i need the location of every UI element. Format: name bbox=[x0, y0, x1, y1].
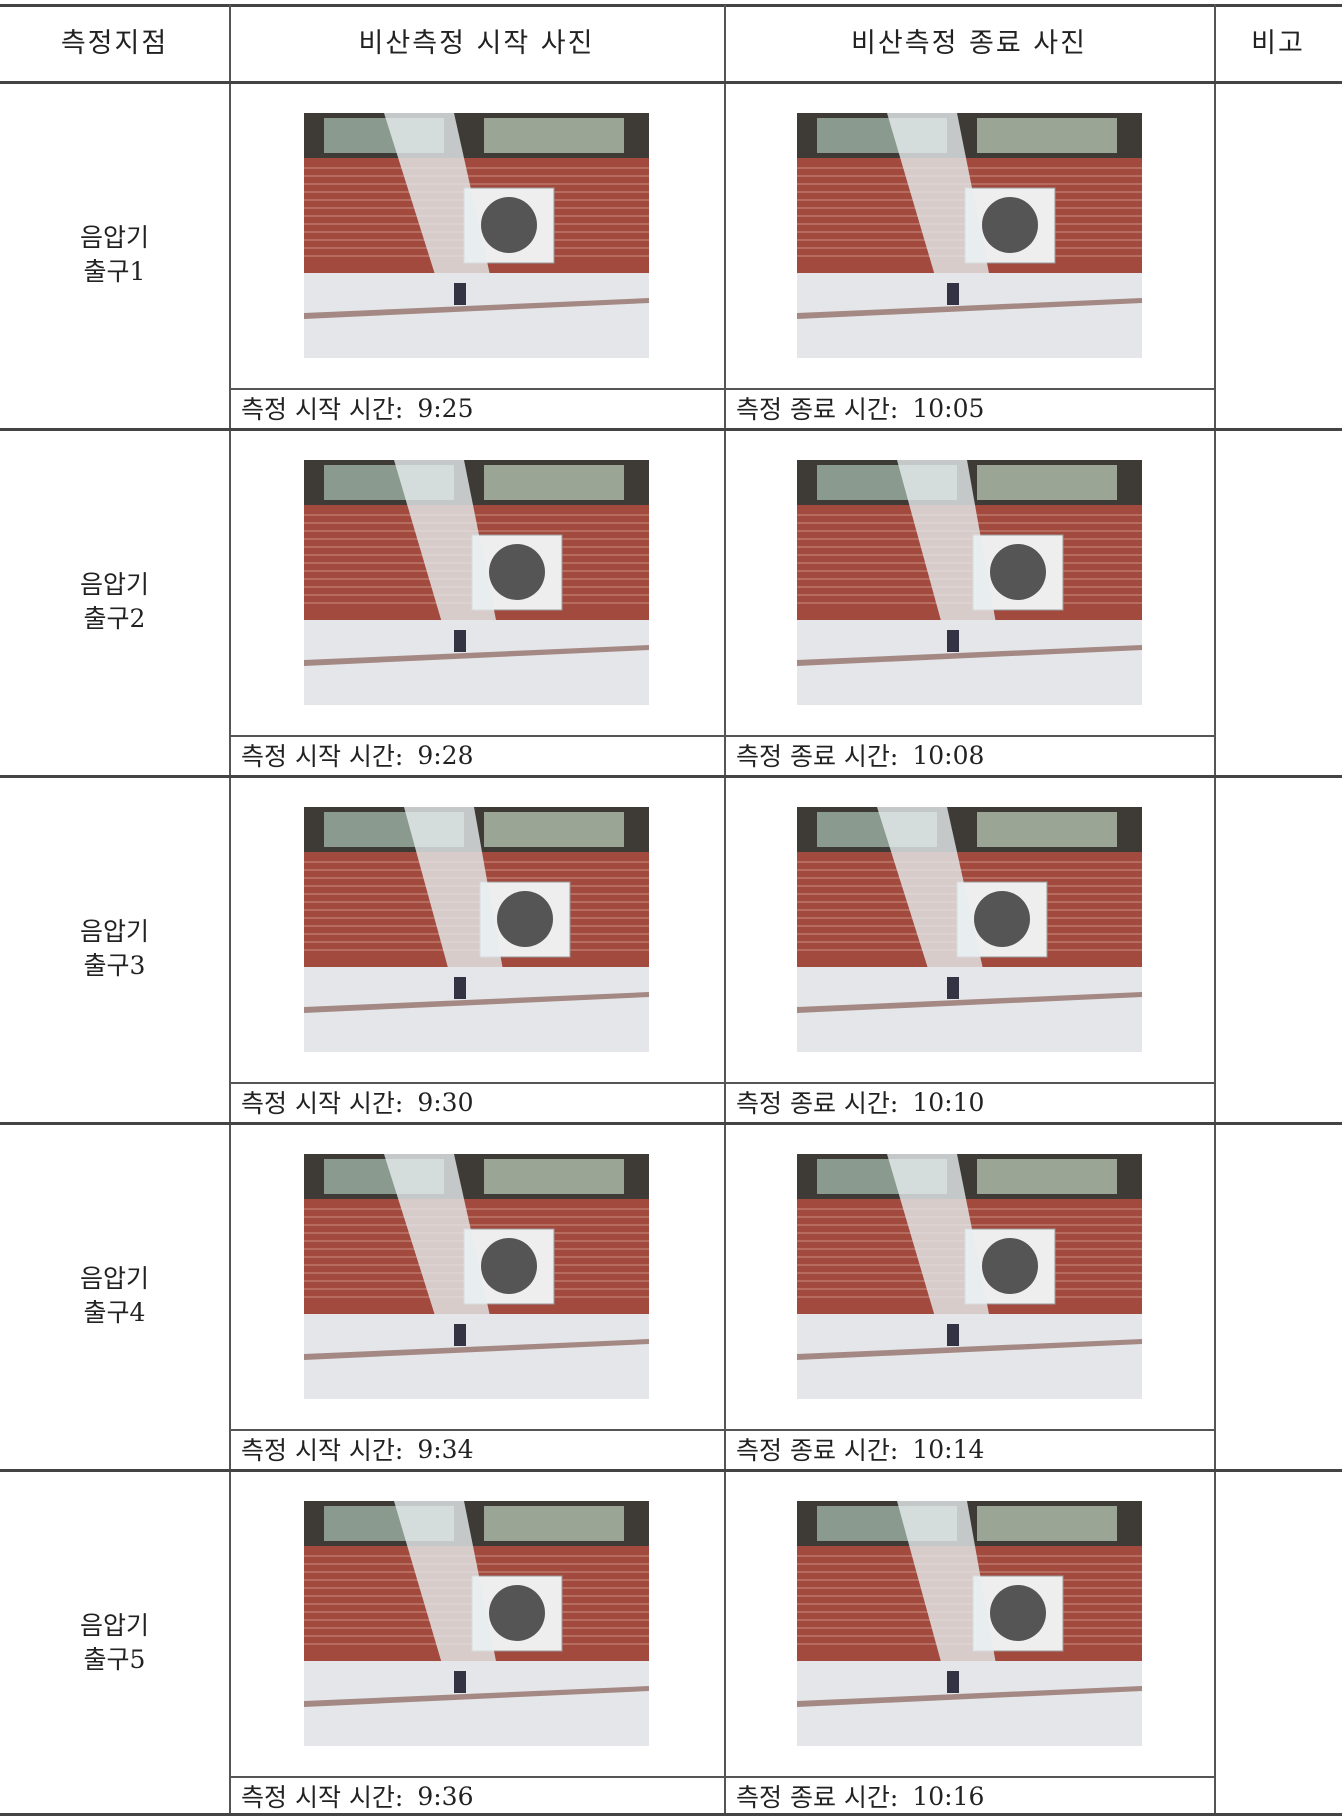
photo bbox=[796, 460, 1142, 705]
location-line: 음압기 bbox=[79, 1610, 149, 1640]
time-value: 10:10 bbox=[912, 1087, 985, 1117]
time-caption: 측정 시작 시간: 9:28 bbox=[229, 735, 724, 773]
rule bbox=[0, 4, 1342, 7]
row-rule bbox=[0, 428, 1342, 431]
location-line: 음압기 bbox=[79, 1263, 149, 1293]
time-caption: 측정 종료 시간: 10:16 bbox=[724, 1776, 1214, 1814]
time-value: 9:36 bbox=[417, 1781, 474, 1811]
time-label: 측정 시작 시간: bbox=[241, 1783, 404, 1812]
time-label: 측정 시작 시간: bbox=[241, 395, 404, 424]
time-caption: 측정 종료 시간: 10:10 bbox=[724, 1082, 1214, 1120]
location-line: 음압기 bbox=[79, 569, 149, 599]
photo bbox=[304, 807, 649, 1052]
location-line: 출구1 bbox=[83, 256, 146, 286]
row-rule bbox=[0, 1122, 1342, 1125]
time-label: 측정 종료 시간: bbox=[736, 742, 899, 771]
photo bbox=[304, 1154, 649, 1399]
time-value: 10:14 bbox=[912, 1434, 985, 1464]
time-label: 측정 시작 시간: bbox=[241, 1436, 404, 1465]
column-rule bbox=[724, 4, 726, 1816]
photo bbox=[304, 113, 649, 358]
time-value: 9:34 bbox=[417, 1434, 474, 1464]
time-value: 10:08 bbox=[912, 740, 985, 770]
header-cell: 비산측정 종료 사진 bbox=[851, 28, 1087, 59]
time-value: 10:16 bbox=[912, 1781, 985, 1811]
time-value: 10:05 bbox=[912, 393, 985, 423]
time-caption: 측정 시작 시간: 9:25 bbox=[229, 388, 724, 426]
time-label: 측정 종료 시간: bbox=[736, 1783, 899, 1812]
photo bbox=[796, 1501, 1142, 1746]
photo bbox=[304, 1501, 649, 1746]
time-caption: 측정 시작 시간: 9:34 bbox=[229, 1429, 724, 1467]
location-line: 음압기 bbox=[79, 222, 149, 252]
time-caption: 측정 시작 시간: 9:30 bbox=[229, 1082, 724, 1120]
row-rule bbox=[0, 1469, 1342, 1472]
time-label: 측정 시작 시간: bbox=[241, 742, 404, 771]
photo bbox=[796, 1154, 1142, 1399]
row-rule bbox=[0, 81, 1342, 84]
header-cell: 비산측정 시작 사진 bbox=[358, 28, 595, 59]
time-value: 9:25 bbox=[417, 393, 474, 423]
location-line: 출구4 bbox=[83, 1297, 146, 1327]
location-line: 출구2 bbox=[83, 603, 146, 633]
photo bbox=[796, 807, 1142, 1052]
location-line: 출구3 bbox=[83, 950, 146, 980]
time-caption: 측정 시작 시간: 9:36 bbox=[229, 1776, 724, 1814]
column-rule bbox=[229, 4, 231, 1816]
rule bbox=[0, 1813, 1342, 1816]
column-rule bbox=[1214, 4, 1216, 1816]
location-line: 음압기 bbox=[79, 916, 149, 946]
time-label: 측정 종료 시간: bbox=[736, 395, 899, 424]
header-cell: 비고 bbox=[1251, 28, 1305, 59]
time-value: 9:30 bbox=[417, 1087, 474, 1117]
time-label: 측정 시작 시간: bbox=[241, 1089, 404, 1118]
time-label: 측정 종료 시간: bbox=[736, 1089, 899, 1118]
location-line: 출구5 bbox=[83, 1644, 146, 1674]
time-caption: 측정 종료 시간: 10:08 bbox=[724, 735, 1214, 773]
photo bbox=[304, 460, 649, 705]
time-value: 9:28 bbox=[417, 740, 474, 770]
time-label: 측정 종료 시간: bbox=[736, 1436, 899, 1465]
photo bbox=[796, 113, 1142, 358]
time-caption: 측정 종료 시간: 10:14 bbox=[724, 1429, 1214, 1467]
row-rule bbox=[0, 775, 1342, 778]
time-caption: 측정 종료 시간: 10:05 bbox=[724, 388, 1214, 426]
header-cell: 측정지점 bbox=[60, 28, 169, 59]
